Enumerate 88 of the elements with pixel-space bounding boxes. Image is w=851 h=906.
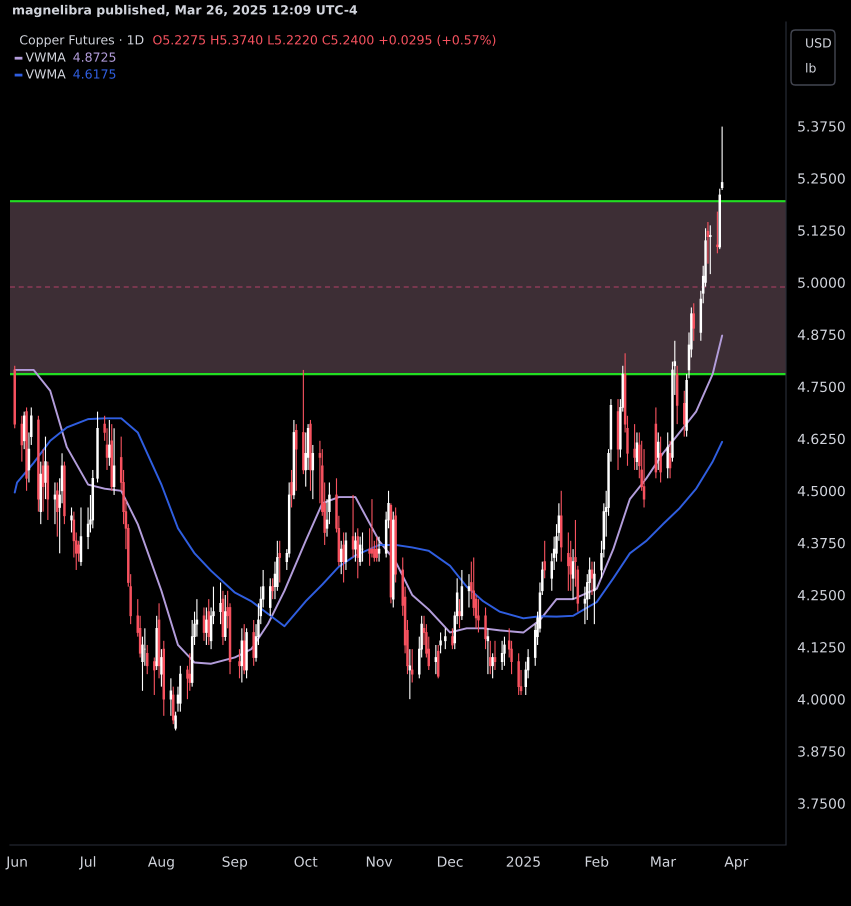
y-tick-label: 4.0000 [798,694,845,705]
x-tick-label: Jul [78,856,96,870]
candlestick [408,648,412,700]
candlestick [153,656,156,696]
candlestick [42,448,44,512]
x-tick-label: Jun [6,856,27,870]
line-series [14,417,724,628]
y-tick-label: 5.0000 [798,277,845,288]
x-tick-label: 2025 [506,856,540,867]
candlestick [451,628,454,650]
x-tick-label: Oct [294,856,318,867]
candlestick [636,432,638,471]
candlestick [503,636,506,666]
candlestick [434,644,438,675]
candlestick [500,640,504,671]
candlestick [706,221,710,264]
y-tick-label: 4.3750 [798,538,845,548]
candlestick [358,536,362,566]
candlestick [572,548,574,600]
text: USD [806,38,831,48]
y-tick-label: 5.3750 [798,121,845,132]
x-tick-label: Aug [148,856,174,870]
y-tick-label: 3.7500 [798,798,845,809]
candlestick [444,628,447,650]
text: magnelibra published, Mar 26, 2025 12:09 UTC-4 [13,4,358,18]
candlestick [356,528,360,579]
y-tick-label: 4.7500 [798,382,845,392]
candlestick [468,574,470,608]
candlestick [174,711,177,731]
annotation: 4.8725 [73,52,116,62]
candlestick [20,415,24,462]
candlestick [439,632,442,654]
candlestick [486,628,490,675]
y-tick-label: 3.8750 [798,746,845,757]
text: lb [806,62,816,73]
x-tick-label: Apr [724,856,748,870]
candlestick [477,598,480,634]
y-tick-label: 5.1250 [798,225,845,236]
candlestick [344,532,348,571]
candlestick [54,482,56,525]
candlestick [271,578,274,600]
y-tick-label: 4.1250 [798,642,845,653]
annotation: 4.6175 [73,69,116,79]
candlestick [375,536,378,562]
y-tick-label: 5.2500 [798,173,845,184]
candlestick [56,482,59,538]
line-series [14,334,724,665]
candlestick [657,432,660,471]
candlestick [666,432,669,479]
candlestick [593,561,596,625]
candlestick [683,390,686,438]
candlestick [489,640,492,675]
candlestick [146,644,148,675]
candlestick [205,606,208,646]
x-tick-label: Nov [366,856,392,867]
text: Copper Futures · 1D [20,35,144,47]
candlestick [709,224,712,275]
legend-label: VWMA [26,52,66,62]
candlestick [354,532,357,562]
y-tick-label: 4.5000 [798,486,845,496]
x-tick-label: Dec [438,856,463,867]
x-tick-label: Sep [222,856,248,870]
x-tick-label: Mar [651,856,676,867]
candlestick [160,648,163,688]
candlestick [378,536,380,562]
candlestick [295,424,298,492]
candlestick [668,440,672,479]
candlestick [312,444,314,500]
candlestick [659,436,662,484]
candlestick [340,540,342,575]
y-tick-label: 4.8750 [798,330,845,340]
candlestick [269,578,272,616]
candlestick [278,540,281,584]
candlestick [692,302,695,342]
annotation: O5.2275 H5.3740 L5.2220 C5.2400 +0.0295 (+0.57%) [153,34,496,46]
candlestick [716,211,719,254]
x-tick-label: Feb [586,856,608,867]
y-tick-label: 4.6250 [798,434,845,444]
candlestick [484,606,487,650]
candlestick [108,419,111,466]
candlestick [170,678,172,716]
y-tick-label: 4.2500 [798,590,845,600]
legend-label: VWMA [26,69,66,79]
candlestick [112,428,116,496]
candlestick [543,540,546,579]
candlestick [567,532,570,592]
candlestick [491,652,494,679]
candlestick [410,648,414,684]
